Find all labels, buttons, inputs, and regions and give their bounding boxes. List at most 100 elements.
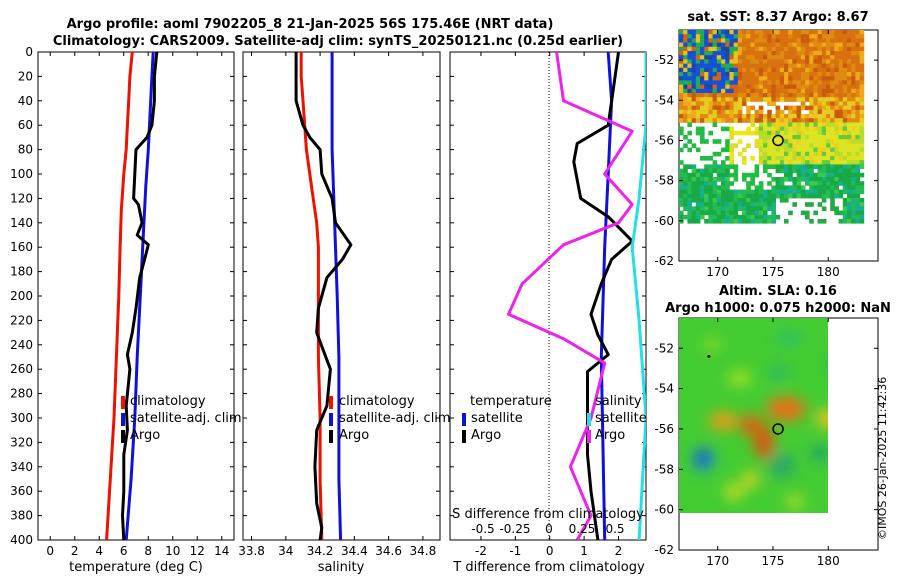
sst-cell [842, 164, 848, 169]
sst-cell [838, 143, 844, 148]
sst-cell [679, 67, 684, 73]
sst-cell [775, 55, 781, 60]
sst-cell [784, 46, 789, 52]
sst-cell [721, 51, 726, 56]
legend-swatch-satellite [462, 413, 466, 426]
sst-cell [737, 46, 743, 52]
sst-cell [758, 198, 764, 203]
sst-cell [687, 67, 692, 73]
sst-cell [821, 160, 827, 165]
sst-cell [855, 118, 860, 123]
sst-cell [771, 84, 776, 90]
sst-cell [687, 51, 692, 56]
sst-cell [834, 59, 839, 64]
sst-cell [817, 122, 823, 127]
temperature-legend: climatology satellite-adj. clim Argo [121, 394, 242, 443]
sst-cell [721, 160, 726, 165]
sst-cell [775, 42, 781, 48]
sst-cell [763, 126, 768, 132]
sst-cell [809, 193, 814, 199]
sst-cell [721, 30, 726, 35]
sst-cell [800, 46, 806, 52]
sst-cell [758, 114, 764, 119]
sst-cell [729, 67, 734, 73]
sst-cell [834, 76, 839, 81]
sst-map-title: sat. SST: 8.37 Argo: 8.67 [687, 10, 868, 25]
sst-cell [729, 59, 734, 64]
sst-cell [704, 72, 709, 77]
sst-cell [729, 34, 734, 39]
sst-cell [767, 67, 772, 73]
sst-cell [784, 156, 789, 161]
sst-cell [742, 214, 747, 220]
sst-cell [687, 202, 692, 207]
sst-cell [729, 97, 734, 102]
sla-blob [704, 337, 721, 352]
sst-cell [855, 156, 860, 161]
sst-cell [695, 109, 701, 115]
sst-cell [679, 97, 684, 102]
sst-cell [826, 164, 831, 169]
sst-cell [695, 147, 701, 153]
sst-cell [704, 219, 709, 224]
sst-cell [679, 185, 684, 190]
sst-cell [821, 135, 827, 140]
sst-cell [771, 164, 776, 169]
legend-swatch-satellite [121, 413, 125, 426]
sst-cell [813, 185, 818, 190]
sst-cell [859, 172, 865, 178]
sst-cell [737, 130, 743, 136]
sst-cell [821, 185, 827, 190]
sst-cell [712, 198, 718, 203]
sst-cell [842, 30, 848, 35]
sst-cell [758, 151, 764, 157]
sst-cell [704, 189, 709, 195]
sst-cell [813, 139, 818, 144]
sst-cell [716, 105, 722, 111]
sst-cell [847, 93, 852, 98]
sst-cell [838, 160, 844, 165]
sst-cell [695, 130, 701, 136]
sst-cell [712, 177, 718, 182]
sst-cell [716, 34, 722, 39]
sst-cell [763, 206, 768, 211]
sst-cell [779, 177, 785, 182]
sst-cell [855, 114, 860, 119]
sst-cell [767, 51, 772, 56]
sst-cell [767, 88, 772, 94]
sst-cell [725, 93, 730, 98]
sst-cell [847, 147, 852, 153]
sst-cell [708, 130, 713, 136]
sst-cell [695, 181, 701, 186]
sst-cell [847, 219, 852, 224]
depth-tick-label: 400 [10, 533, 33, 547]
sst-cell [796, 168, 802, 174]
sst-cell [784, 130, 789, 136]
sst-cell [821, 114, 827, 119]
sst-cell [805, 63, 810, 69]
sst-cell [800, 34, 806, 39]
sst-cell [716, 139, 722, 144]
sst-cell [683, 63, 688, 69]
sst-cell [784, 168, 789, 174]
sst-cell [796, 38, 802, 43]
sst-cell [733, 46, 739, 52]
sst-cell [700, 34, 705, 39]
sst-cell [834, 84, 839, 90]
sst-cell [700, 46, 705, 52]
sst-cell [716, 93, 722, 98]
sst-cell [842, 202, 848, 207]
sst-cell [788, 210, 793, 216]
sst-cell [792, 122, 797, 127]
sst-cell [746, 55, 751, 60]
sla-blob [738, 414, 763, 435]
sst-cell [859, 101, 865, 106]
sst-cell [721, 214, 726, 220]
sst-cell [758, 143, 764, 148]
sst-cell [834, 46, 839, 52]
sst-cell [784, 97, 789, 102]
sst-cell [788, 93, 793, 98]
sst-cell [855, 97, 860, 102]
sst-cell [763, 198, 768, 203]
